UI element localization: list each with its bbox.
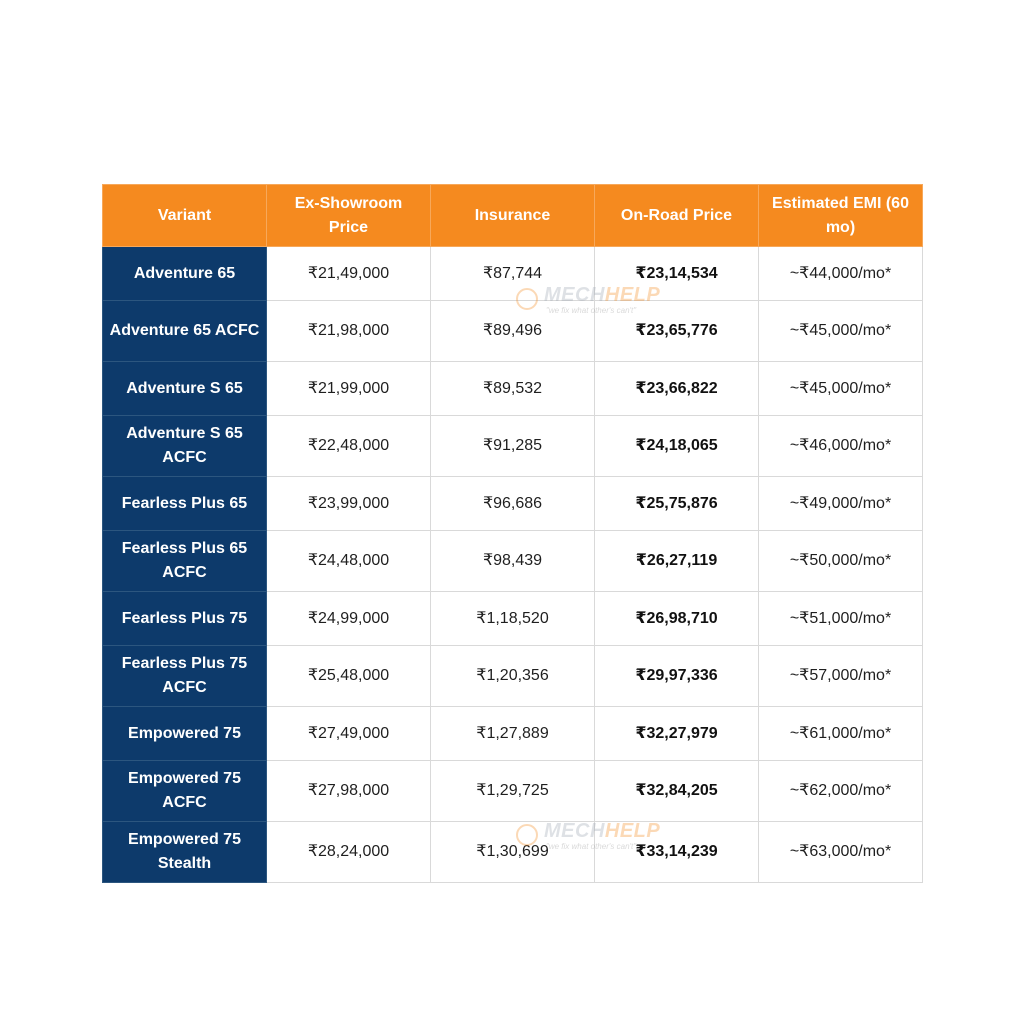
ex-showroom-cell: ₹21,49,000 (266, 246, 431, 301)
emi-cell: ~₹57,000/mo* (758, 645, 923, 707)
insurance-cell: ₹1,29,725 (430, 760, 595, 822)
header-row: Variant Ex-Showroom Price Insurance On-R… (102, 184, 923, 247)
variant-cell: Adventure 65 (102, 246, 267, 301)
emi-cell: ~₹44,000/mo* (758, 246, 923, 301)
price-table: Variant Ex-Showroom Price Insurance On-R… (102, 184, 923, 883)
table-row: Adventure 65 ACFC ₹21,98,000 ₹89,496 ₹23… (102, 300, 923, 362)
on-road-cell: ₹32,27,979 (594, 706, 759, 761)
on-road-cell: ₹23,66,822 (594, 361, 759, 416)
variant-cell: Adventure S 65 ACFC (102, 415, 267, 477)
variant-cell: Empowered 75 ACFC (102, 760, 267, 822)
emi-cell: ~₹45,000/mo* (758, 361, 923, 416)
emi-cell: ~₹51,000/mo* (758, 591, 923, 646)
table-row: Empowered 75 ₹27,49,000 ₹1,27,889 ₹32,27… (102, 706, 923, 761)
header-ex-showroom: Ex-Showroom Price (266, 184, 431, 247)
ex-showroom-cell: ₹24,48,000 (266, 530, 431, 592)
header-emi: Estimated EMI (60 mo) (758, 184, 923, 247)
ex-showroom-cell: ₹21,99,000 (266, 361, 431, 416)
on-road-cell: ₹32,84,205 (594, 760, 759, 822)
insurance-cell: ₹96,686 (430, 476, 595, 531)
insurance-cell: ₹1,18,520 (430, 591, 595, 646)
on-road-cell: ₹26,98,710 (594, 591, 759, 646)
table-row: Empowered 75 Stealth ₹28,24,000 ₹1,30,69… (102, 821, 923, 883)
variant-cell: Adventure 65 ACFC (102, 300, 267, 362)
on-road-cell: ₹25,75,876 (594, 476, 759, 531)
insurance-cell: ₹89,496 (430, 300, 595, 362)
ex-showroom-cell: ₹24,99,000 (266, 591, 431, 646)
insurance-cell: ₹1,20,356 (430, 645, 595, 707)
insurance-cell: ₹87,744 (430, 246, 595, 301)
variant-cell: Empowered 75 Stealth (102, 821, 267, 883)
insurance-cell: ₹91,285 (430, 415, 595, 477)
table-row: Fearless Plus 65 ACFC ₹24,48,000 ₹98,439… (102, 530, 923, 592)
table-row: Empowered 75 ACFC ₹27,98,000 ₹1,29,725 ₹… (102, 760, 923, 822)
variant-cell: Fearless Plus 75 ACFC (102, 645, 267, 707)
variant-cell: Fearless Plus 65 (102, 476, 267, 531)
on-road-cell: ₹23,14,534 (594, 246, 759, 301)
ex-showroom-cell: ₹27,49,000 (266, 706, 431, 761)
insurance-cell: ₹1,30,699 (430, 821, 595, 883)
emi-cell: ~₹63,000/mo* (758, 821, 923, 883)
ex-showroom-cell: ₹21,98,000 (266, 300, 431, 362)
variant-cell: Fearless Plus 75 (102, 591, 267, 646)
table-row: Adventure 65 ₹21,49,000 ₹87,744 ₹23,14,5… (102, 246, 923, 301)
ex-showroom-cell: ₹25,48,000 (266, 645, 431, 707)
table-row: Fearless Plus 75 ₹24,99,000 ₹1,18,520 ₹2… (102, 591, 923, 646)
header-insurance: Insurance (430, 184, 595, 247)
emi-cell: ~₹49,000/mo* (758, 476, 923, 531)
emi-cell: ~₹62,000/mo* (758, 760, 923, 822)
insurance-cell: ₹98,439 (430, 530, 595, 592)
table-row: Adventure S 65 ACFC ₹22,48,000 ₹91,285 ₹… (102, 415, 923, 477)
insurance-cell: ₹89,532 (430, 361, 595, 416)
ex-showroom-cell: ₹23,99,000 (266, 476, 431, 531)
on-road-cell: ₹23,65,776 (594, 300, 759, 362)
emi-cell: ~₹50,000/mo* (758, 530, 923, 592)
table-row: Fearless Plus 75 ACFC ₹25,48,000 ₹1,20,3… (102, 645, 923, 707)
emi-cell: ~₹61,000/mo* (758, 706, 923, 761)
ex-showroom-cell: ₹27,98,000 (266, 760, 431, 822)
header-variant: Variant (102, 184, 267, 247)
on-road-cell: ₹33,14,239 (594, 821, 759, 883)
table-row: Fearless Plus 65 ₹23,99,000 ₹96,686 ₹25,… (102, 476, 923, 531)
table-row: Adventure S 65 ₹21,99,000 ₹89,532 ₹23,66… (102, 361, 923, 416)
header-on-road: On-Road Price (594, 184, 759, 247)
ex-showroom-cell: ₹28,24,000 (266, 821, 431, 883)
on-road-cell: ₹24,18,065 (594, 415, 759, 477)
on-road-cell: ₹26,27,119 (594, 530, 759, 592)
variant-cell: Adventure S 65 (102, 361, 267, 416)
insurance-cell: ₹1,27,889 (430, 706, 595, 761)
emi-cell: ~₹45,000/mo* (758, 300, 923, 362)
on-road-cell: ₹29,97,336 (594, 645, 759, 707)
emi-cell: ~₹46,000/mo* (758, 415, 923, 477)
ex-showroom-cell: ₹22,48,000 (266, 415, 431, 477)
variant-cell: Empowered 75 (102, 706, 267, 761)
variant-cell: Fearless Plus 65 ACFC (102, 530, 267, 592)
